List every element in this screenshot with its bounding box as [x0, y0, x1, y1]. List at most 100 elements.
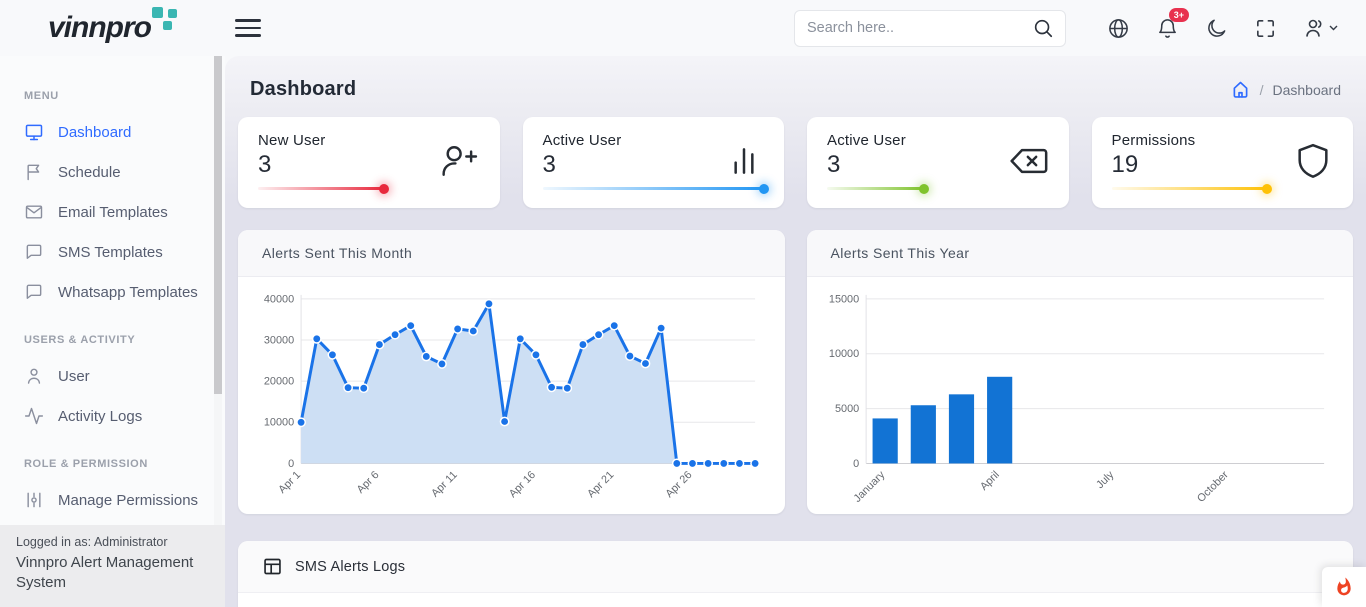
- sidebar-item-user[interactable]: User: [0, 356, 225, 396]
- svg-text:April: April: [977, 469, 1001, 493]
- main-content: Dashboard / Dashboard New User 3 Active …: [225, 56, 1366, 607]
- sidebar-item-manage-permissions[interactable]: Manage Permissions: [0, 480, 225, 520]
- stat-card-active-user-1: Active User 3: [522, 117, 784, 208]
- stat-label: Active User: [827, 132, 906, 149]
- breadcrumb-current: Dashboard: [1272, 81, 1342, 98]
- app-name: Vinnpro Alert Management System: [16, 553, 194, 591]
- search-input[interactable]: [795, 20, 1021, 36]
- stat-card-new-user: New User 3: [238, 117, 500, 208]
- svg-text:30000: 30000: [264, 334, 294, 346]
- activity-icon: [24, 406, 44, 426]
- sliders-icon: [24, 490, 44, 510]
- alerts-month-card: Alerts Sent This Month 0 10000 20000 30000 4…: [238, 230, 785, 514]
- sms-alerts-logs-card: SMS Alerts Logs: [238, 541, 1353, 607]
- svg-text:Apr 21: Apr 21: [585, 469, 616, 500]
- flame-icon[interactable]: [1322, 567, 1366, 607]
- home-icon[interactable]: [1230, 79, 1251, 100]
- svg-text:0: 0: [853, 458, 859, 470]
- svg-text:10000: 10000: [828, 348, 858, 360]
- chat-icon: [24, 282, 44, 302]
- svg-text:Apr 6: Apr 6: [355, 469, 382, 496]
- user-icon: [24, 366, 44, 386]
- svg-text:July: July: [1094, 469, 1117, 492]
- brand-logo[interactable]: vinnpro: [48, 7, 177, 45]
- sidebar-item-whatsapp-templates[interactable]: Whatsapp Templates: [0, 272, 225, 312]
- sidebar-footer: Logged in as: Administrator Vinnpro Aler…: [0, 524, 225, 607]
- stat-value: 3: [827, 151, 841, 178]
- sidebar-item-email-templates[interactable]: Email Templates: [0, 192, 225, 232]
- stat-label: Active User: [542, 132, 622, 149]
- moon-icon[interactable]: [1204, 16, 1228, 40]
- chat-icon: [24, 242, 44, 262]
- svg-text:10000: 10000: [264, 417, 294, 429]
- bell-icon[interactable]: 3+: [1155, 8, 1189, 40]
- mail-icon: [24, 202, 44, 222]
- sidebar-item-label: Activity Logs: [58, 407, 143, 425]
- svg-text:January: January: [851, 469, 887, 505]
- globe-icon[interactable]: [1106, 16, 1130, 40]
- sidebar-item-activity-logs[interactable]: Activity Logs: [0, 396, 225, 436]
- sidebar-item-label: Email Templates: [58, 203, 168, 221]
- stat-value: 19: [1111, 151, 1139, 178]
- stat-card-permissions: Permissions 19: [1091, 117, 1353, 208]
- sidebar-item-dashboard[interactable]: Dashboard: [0, 112, 225, 152]
- alerts-month-chart: 0 10000 20000 30000 40000 Apr 1 Apr 6 Apr 11 Apr…: [238, 277, 785, 513]
- svg-text:5000: 5000: [834, 403, 858, 415]
- fullscreen-icon[interactable]: [1253, 16, 1277, 40]
- svg-text:Apr 16: Apr 16: [507, 469, 538, 500]
- top-header: vinnpro 3+: [0, 0, 1366, 56]
- svg-text:October: October: [1194, 469, 1230, 505]
- search-icon[interactable]: [1021, 11, 1065, 46]
- logo-box: vinnpro: [0, 7, 225, 45]
- chevron-down-icon: [1329, 25, 1337, 31]
- alerts-year-chart: 0 5000 10000 15000 January April July October: [807, 277, 1354, 513]
- stat-progress: [258, 183, 480, 194]
- sidebar-section-users-activity: USERS & ACTIVITY: [24, 334, 136, 346]
- svg-text:20000: 20000: [264, 376, 294, 388]
- search-box: [794, 9, 1066, 47]
- logged-in-as: Logged in as: Administrator: [16, 534, 168, 549]
- table-icon: [262, 556, 283, 577]
- alerts-year-card: Alerts Sent This Year 0 5000 10000 15000 Jan…: [806, 230, 1354, 514]
- svg-text:Apr 26: Apr 26: [663, 469, 694, 500]
- sidebar-item-label: SMS Templates: [58, 243, 163, 261]
- user-plus-icon: [438, 141, 480, 186]
- svg-text:15000: 15000: [828, 293, 858, 305]
- svg-text:Apr 11: Apr 11: [429, 469, 460, 500]
- sidebar-section-menu: MENU: [24, 90, 59, 102]
- svg-text:40000: 40000: [264, 293, 294, 305]
- chart-title: Alerts Sent This Month: [238, 230, 785, 277]
- shield-icon: [1293, 141, 1333, 186]
- stat-progress: [1111, 183, 1334, 194]
- stat-card-active-user-2: Active User 3: [807, 117, 1069, 208]
- breadcrumb: / Dashboard: [1230, 79, 1341, 100]
- stat-label: New User: [258, 132, 326, 149]
- sidebar-item-schedule[interactable]: Schedule: [0, 152, 225, 192]
- monitor-icon: [24, 122, 44, 142]
- sidebar-scrollbar[interactable]: [214, 56, 222, 607]
- sidebar-item-label: Manage Permissions: [58, 491, 199, 509]
- backspace-icon: [1005, 141, 1049, 186]
- stat-progress: [827, 183, 1049, 194]
- bar-chart-icon: [724, 141, 764, 186]
- sidebar-item-label: Dashboard: [58, 123, 132, 141]
- sms-logs-body: [238, 593, 1353, 607]
- flag-icon: [24, 162, 44, 182]
- sidebar-item-label: Schedule: [58, 163, 121, 181]
- svg-text:0: 0: [288, 458, 294, 470]
- stat-value: 3: [542, 151, 556, 178]
- notification-badge: 3+: [1168, 8, 1189, 22]
- sidebar-item-sms-templates[interactable]: SMS Templates: [0, 232, 225, 272]
- svg-text:Apr 1: Apr 1: [276, 469, 303, 496]
- menu-toggle-icon[interactable]: [235, 18, 261, 38]
- brand-name: vinnpro: [48, 11, 152, 44]
- stat-progress: [542, 183, 769, 194]
- page-title: Dashboard: [250, 78, 357, 100]
- breadcrumb-separator: /: [1259, 81, 1264, 98]
- user-menu-icon[interactable]: [1302, 16, 1338, 40]
- stat-label: Permissions: [1111, 132, 1196, 149]
- sidebar: MENU Dashboard Schedule Email Templates …: [0, 56, 225, 607]
- sidebar-item-label: User: [58, 367, 90, 385]
- sidebar-section-role-permission: ROLE & PERMISSION: [24, 458, 148, 470]
- stat-value: 3: [258, 151, 272, 178]
